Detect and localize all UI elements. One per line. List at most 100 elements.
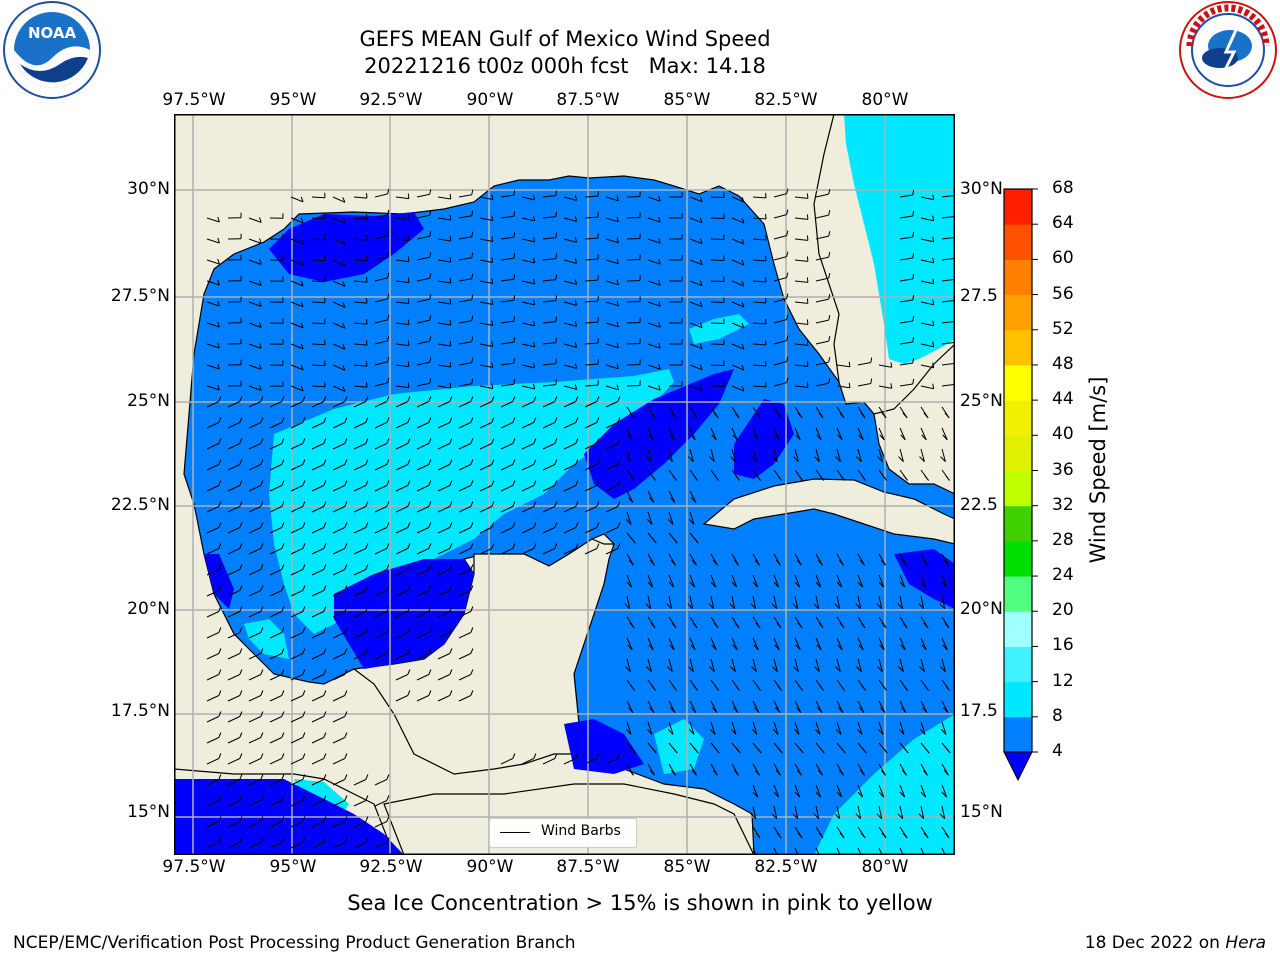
wind-barb <box>752 595 757 609</box>
wind-barb-flag <box>861 475 866 481</box>
wind-barb-flag <box>814 456 820 462</box>
wind-8-12-caribbean-s <box>654 719 704 774</box>
wind-barb <box>248 343 262 349</box>
lat-label-left: 17.5°N <box>110 701 170 721</box>
wind-barb-flag <box>596 753 600 759</box>
wind-barb-flag <box>366 298 368 304</box>
wind-barb <box>731 637 738 651</box>
wind-barb-flag <box>919 729 926 735</box>
wind-barb-flag <box>667 666 673 672</box>
wind-barb-flag <box>323 837 327 843</box>
wind-barb <box>290 301 304 308</box>
wind-barb <box>542 548 556 555</box>
wind-barb-flag <box>281 648 285 654</box>
wind-barb-flag <box>627 644 633 651</box>
wind-barb <box>857 637 864 651</box>
wind-barb <box>479 443 493 450</box>
wind-barb-flag <box>470 396 474 402</box>
wind-barb-flag <box>218 648 222 654</box>
wind-barb-flag <box>365 501 369 507</box>
wind-barb <box>941 341 955 345</box>
wind-barb <box>521 443 535 450</box>
wind-barb <box>815 235 829 240</box>
wind-barb <box>500 236 514 240</box>
wind-barb-flag <box>777 685 782 691</box>
wind-barb <box>353 464 367 471</box>
wind-barb <box>353 217 368 220</box>
wind-barb-flag <box>839 412 845 419</box>
wind-barb <box>836 364 850 368</box>
wind-barb <box>794 217 808 220</box>
wind-barb-flag <box>828 293 831 300</box>
wind-barb <box>647 259 661 265</box>
wind-barb <box>563 301 577 306</box>
wind-barb-flag <box>939 813 946 820</box>
wind-barb <box>731 385 745 392</box>
wind-barb-flag <box>449 459 453 465</box>
wind-barb <box>290 485 304 492</box>
wind-barb <box>836 637 843 651</box>
wind-8-12-east <box>689 314 749 344</box>
wind-barb <box>248 401 262 408</box>
wind-barb <box>311 842 325 849</box>
wind-barb-flag <box>630 685 635 691</box>
wind-barb-flag <box>218 585 222 591</box>
wind-barb <box>584 401 598 408</box>
wind-barb-flag <box>217 216 220 223</box>
wind-barb-flag <box>239 459 243 465</box>
wind-barb-flag <box>365 438 369 444</box>
wind-barb-flag <box>344 480 348 486</box>
wind-barb-flag <box>260 480 264 486</box>
wind-barb-flag <box>658 280 661 286</box>
wind-barb-flag <box>365 396 369 402</box>
wind-barb <box>290 464 304 471</box>
wind-barb <box>227 821 241 828</box>
wind-barb-flag <box>239 543 243 549</box>
wind-barb <box>416 569 430 576</box>
wind-barb <box>479 301 493 305</box>
wind-barb <box>857 595 862 609</box>
wind-barb-flag <box>815 791 822 798</box>
wind-barb-flag <box>491 257 494 263</box>
wind-barb <box>416 674 430 681</box>
wind-barb-flag <box>932 194 935 200</box>
wind-barb <box>773 784 780 798</box>
wind-barb-flag <box>407 522 411 528</box>
wind-barb <box>290 322 304 329</box>
wind-barb-flag <box>834 813 841 820</box>
wind-barb-flag <box>774 644 780 651</box>
wind-barb <box>458 341 472 345</box>
wind-barb <box>374 256 388 261</box>
colorbar-tick-label: 40 <box>1052 424 1074 445</box>
wind-barb <box>815 298 829 303</box>
wind-barb <box>227 506 241 513</box>
wind-barb-flag <box>281 669 285 675</box>
wind-barb-flag <box>342 281 346 287</box>
wind-barb-flag <box>617 396 621 402</box>
wind-barb-flag <box>407 298 410 304</box>
wind-barb <box>332 464 346 471</box>
wind-barb-flag <box>699 217 703 223</box>
wind-barb <box>227 611 241 618</box>
wind-barb <box>626 217 641 219</box>
wind-barb-flag <box>281 564 285 570</box>
wind-barb-flag <box>773 581 780 588</box>
wind-barb <box>584 342 599 345</box>
colorbar-segment <box>1004 224 1032 260</box>
wind-barb <box>542 237 556 240</box>
colorbar-segment <box>1004 716 1032 753</box>
wind-barb-flag <box>839 832 845 839</box>
wind-barb <box>857 658 862 672</box>
wind-barb-flag <box>281 459 285 465</box>
wind-barb <box>248 737 262 744</box>
wind-barb-flag <box>260 459 264 465</box>
wind-barb <box>710 637 717 651</box>
wind-barb <box>269 590 283 597</box>
wind-barb <box>269 716 283 723</box>
wind-barb <box>458 632 472 639</box>
wind-barb <box>563 385 577 390</box>
wind-barb <box>605 217 619 223</box>
wind-barb <box>248 322 262 328</box>
wind-barb <box>479 506 493 513</box>
wind-barb-flag <box>555 274 557 280</box>
